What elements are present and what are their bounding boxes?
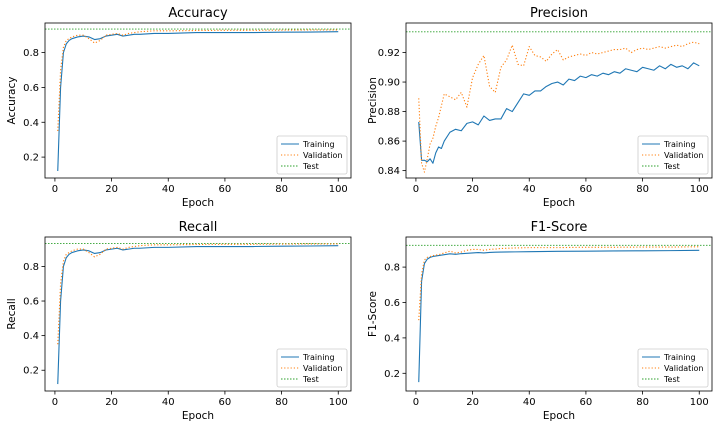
y-tick-label: 0.84 [378, 166, 400, 177]
x-tick-label: 20 [105, 397, 118, 408]
x-axis-label: Epoch [182, 197, 214, 209]
x-tick-label: 0 [52, 397, 58, 408]
y-tick-label: 0.2 [384, 369, 400, 380]
x-tick-label: 100 [329, 184, 348, 195]
x-tick-label: 100 [690, 397, 709, 408]
legend-label-validation: Validation [303, 151, 343, 160]
legend-label-test: Test [302, 375, 319, 384]
x-tick-label: 80 [636, 184, 649, 195]
legend-label-training: Training [302, 140, 335, 149]
legend-label-validation: Validation [664, 151, 704, 160]
y-tick-label: 0.8 [384, 263, 400, 274]
y-axis-label: Accuracy [6, 77, 18, 125]
y-tick-label: 0.2 [23, 366, 39, 377]
y-tick-label: 0.8 [23, 48, 39, 59]
series-line-training [418, 62, 700, 164]
x-tick-label: 20 [466, 184, 479, 195]
legend: Training Validation Test [637, 348, 709, 388]
series-line-validation [57, 243, 339, 345]
legend-label-training: Training [663, 353, 696, 362]
chart-f1-score: F1-Score 0 20 40 60 80 100 0.2 0.4 0.6 0.8 Epoch F1-… [367, 220, 713, 422]
legend-label-training: Training [663, 140, 696, 149]
x-tick-label: 60 [580, 184, 593, 195]
x-tick-label: 0 [413, 184, 419, 195]
x-tick-label: 20 [466, 397, 479, 408]
plot-frame [405, 236, 713, 392]
x-axis-label: Epoch [543, 197, 575, 209]
x-axis-label: Epoch [543, 410, 575, 422]
chart-title: Precision [530, 6, 588, 21]
x-tick-label: 20 [105, 184, 118, 195]
x-axis-label: Epoch [182, 410, 214, 422]
y-tick-label: 0.2 [23, 153, 39, 164]
legend: Training Validation Test [276, 135, 348, 175]
y-tick-label: 0.4 [23, 118, 39, 129]
series-line-training [57, 31, 339, 172]
y-axis-label: F1-Score [367, 291, 379, 337]
y-axis-label: Precision [367, 77, 379, 124]
legend: Training Validation Test [637, 135, 709, 175]
y-tick-label: 0.86 [378, 137, 400, 148]
x-tick-label: 0 [413, 397, 419, 408]
x-tick-label: 80 [275, 397, 288, 408]
legend: Training Validation Test [276, 348, 348, 388]
legend-box [276, 135, 348, 175]
legend-box [276, 348, 348, 388]
y-tick-label: 0.8 [23, 262, 39, 273]
x-tick-label: 100 [690, 184, 709, 195]
series-line-validation [57, 29, 339, 132]
y-tick-label: 0.6 [23, 83, 39, 94]
x-tick-label: 60 [219, 397, 232, 408]
plot-frame [44, 236, 352, 392]
x-tick-label: 40 [523, 397, 536, 408]
x-tick-label: 40 [162, 184, 175, 195]
x-tick-label: 80 [275, 184, 288, 195]
chart-precision: Precision 0 20 40 60 80 100 0.84 0.86 0.88 0.90 0.9… [367, 6, 713, 209]
y-axis-label: Recall [6, 298, 18, 329]
y-tick-label: 0.4 [384, 333, 400, 344]
legend-box [637, 135, 709, 175]
legend-label-training: Training [302, 353, 335, 362]
legend-box [637, 348, 709, 388]
legend-label-test: Test [663, 375, 680, 384]
plot-frame [44, 22, 352, 179]
y-tick-label: 0.6 [23, 297, 39, 308]
x-tick-label: 40 [162, 397, 175, 408]
x-tick-label: 100 [329, 397, 348, 408]
chart-title: Accuracy [168, 6, 228, 21]
chart-title: F1-Score [531, 220, 588, 235]
x-tick-label: 40 [523, 184, 536, 195]
series-line-training [418, 249, 700, 383]
series-line-validation [418, 246, 700, 321]
y-tick-label: 0.92 [378, 48, 400, 59]
legend-label-validation: Validation [303, 364, 343, 373]
x-tick-label: 60 [219, 184, 232, 195]
y-tick-label: 0.90 [378, 78, 400, 89]
y-tick-label: 0.88 [378, 107, 400, 118]
plot-frame [405, 22, 713, 179]
x-tick-label: 60 [580, 397, 593, 408]
chart-accuracy: Accuracy 0 20 40 60 80 100 0.2 0.4 0.6 0.8 Epoch Acc… [6, 6, 352, 209]
x-tick-label: 0 [52, 184, 58, 195]
legend-label-validation: Validation [664, 364, 704, 373]
y-tick-label: 0.6 [384, 298, 400, 309]
chart-recall: Recall 0 20 40 60 80 100 0.2 0.4 0.6 0.8 Epoch Recal… [6, 220, 352, 422]
y-tick-label: 0.4 [23, 331, 39, 342]
legend-label-test: Test [302, 162, 319, 171]
legend-label-test: Test [663, 162, 680, 171]
series-line-training [57, 245, 339, 385]
chart-title: Recall [179, 220, 218, 235]
x-tick-label: 80 [636, 397, 649, 408]
